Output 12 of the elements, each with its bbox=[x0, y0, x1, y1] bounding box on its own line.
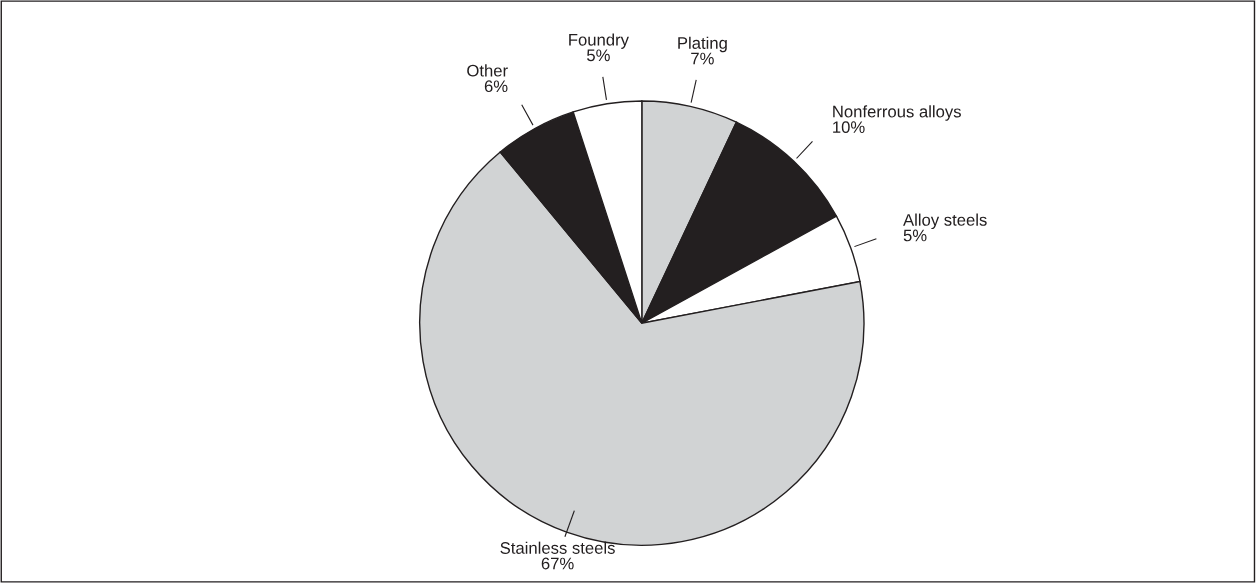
data-label: 5% bbox=[903, 229, 927, 242]
data-label: 10% bbox=[833, 121, 865, 134]
slice-label: Nonferrous alloys bbox=[833, 105, 961, 121]
data-label: 67% bbox=[541, 557, 574, 570]
data-label: 7% bbox=[691, 52, 714, 65]
slice-label: Stainless steels bbox=[500, 541, 615, 554]
data-label: 6% bbox=[484, 80, 508, 93]
slice-label: Foundry bbox=[569, 33, 629, 49]
slice-label: Alloy steels bbox=[903, 213, 987, 230]
slice-label: Plating bbox=[678, 36, 727, 53]
data-label: 5% bbox=[587, 49, 610, 62]
slice-label: Other bbox=[467, 64, 508, 77]
